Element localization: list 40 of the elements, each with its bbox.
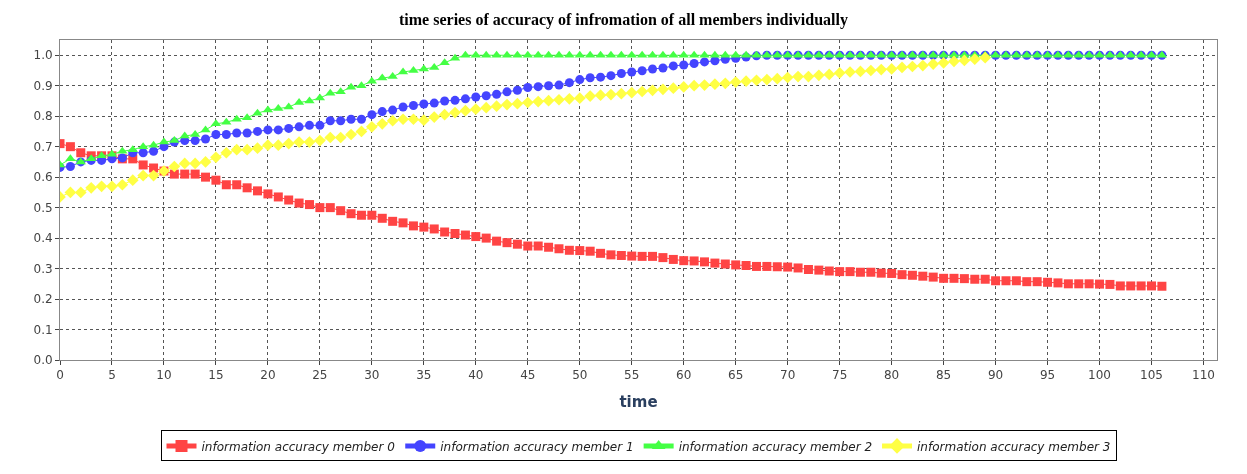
x-tick-label: 70	[780, 368, 796, 383]
y-tick-label: 0.4	[33, 231, 53, 246]
x-tick-label: 10	[156, 368, 172, 383]
legend-label: information accuracy member 0	[201, 439, 396, 454]
y-tick-label: 0.8	[33, 109, 53, 124]
x-tick-label: 20	[260, 368, 276, 383]
x-tick-label: 0	[56, 368, 64, 383]
y-tick-label: 0.9	[33, 78, 53, 93]
x-tick-label: 65	[728, 368, 744, 383]
x-tick-label: 15	[208, 368, 224, 383]
x-tick-label: 30	[364, 368, 380, 383]
x-tick-label: 60	[676, 368, 692, 383]
legend-label: information accuracy member 2	[678, 439, 873, 454]
x-tick-label: 40	[468, 368, 484, 383]
y-tick-label: 1.0	[33, 48, 53, 63]
legend-label: information accuracy member 3	[917, 439, 1111, 454]
x-tick-label: 5	[108, 368, 116, 383]
x-tick-label: 80	[883, 368, 900, 383]
x-tick-label: 85	[935, 368, 952, 383]
legend-label: information accuracy member 1	[440, 439, 634, 454]
chart-title: time series of accuracy of infromation of all members individually	[399, 11, 848, 30]
y-tick-label: 0.3	[33, 261, 53, 276]
y-tick-label: 0.6	[33, 170, 53, 185]
y-tick-label: 0.1	[33, 322, 53, 337]
x-tick-label: 45	[520, 368, 536, 383]
y-tick-label: 0.2	[33, 292, 53, 307]
x-tick-label: 55	[624, 368, 640, 383]
x-tick-label: 25	[312, 368, 328, 383]
y-tick-label: 0.7	[33, 139, 53, 154]
x-tick-label: 50	[572, 368, 588, 383]
y-tick-label: 0.0	[33, 353, 53, 368]
y-tick-label: 0.5	[33, 200, 53, 215]
x-tick-label: 100	[1088, 368, 1111, 383]
x-tick-label: 35	[416, 368, 432, 383]
x-tick-label: 105	[1140, 368, 1163, 383]
x-tick-label: 110	[1192, 368, 1215, 383]
x-tick-label: 90	[987, 368, 1004, 383]
x-axis-title: time	[619, 393, 658, 412]
x-tick-label: 75	[832, 368, 848, 383]
x-tick-label: 95	[1039, 368, 1056, 383]
